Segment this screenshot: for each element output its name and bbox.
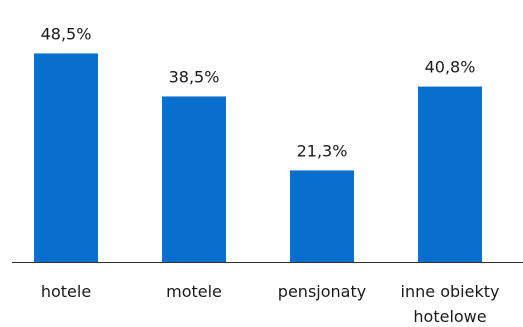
bar-3 <box>418 86 482 262</box>
value-label-2: 21,3% <box>297 141 348 160</box>
category-label-1: motele <box>166 282 222 301</box>
category-label-1-line-0: motele <box>166 282 222 301</box>
value-labels-group: 48,5% 38,5% 21,3% 40,8% <box>41 24 476 160</box>
bars-group <box>34 53 482 263</box>
category-label-0: hotele <box>41 282 91 301</box>
category-label-2-line-0: pensjonaty <box>278 282 366 301</box>
category-label-3-line-1: hotelowe <box>413 307 486 326</box>
category-label-2: pensjonaty <box>278 282 366 301</box>
category-label-3: inne obiekty hotelowe <box>401 282 500 326</box>
bar-1 <box>162 96 226 262</box>
bar-0 <box>34 53 98 263</box>
value-label-0: 48,5% <box>41 24 92 43</box>
category-label-0-line-0: hotele <box>41 282 91 301</box>
value-label-1: 38,5% <box>169 67 220 86</box>
category-label-3-line-0: inne obiekty <box>401 282 500 301</box>
bar-2 <box>290 170 354 262</box>
category-labels-group: hotele motele pensjonaty inne obiekty hotelo… <box>41 282 500 326</box>
value-label-3: 40,8% <box>425 58 476 77</box>
